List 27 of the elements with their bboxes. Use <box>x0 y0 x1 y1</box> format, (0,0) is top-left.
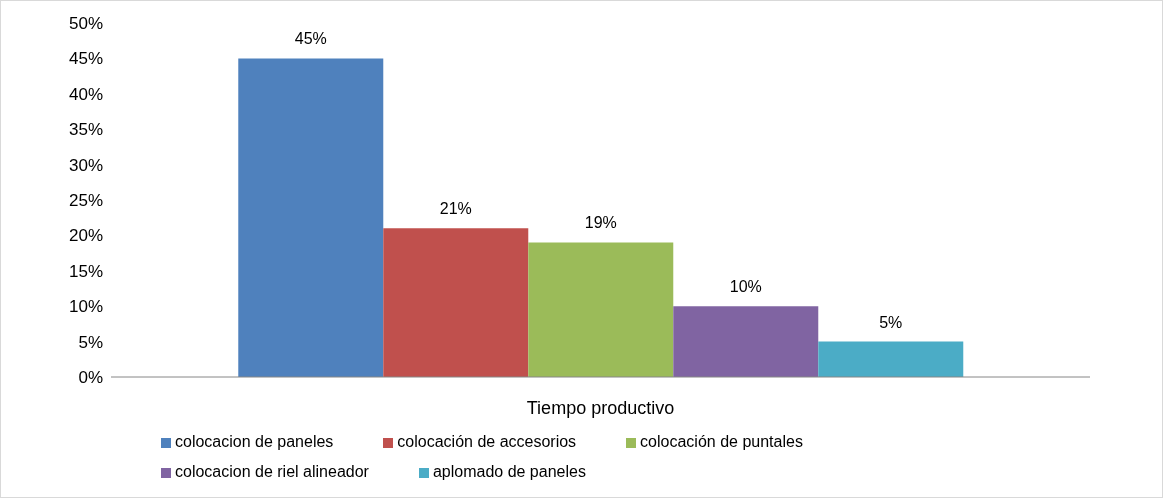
legend-label: colocación de accesorios <box>397 433 577 450</box>
legend-label: aplomado de paneles <box>432 463 586 480</box>
y-tick-label: 15% <box>68 261 103 281</box>
y-tick-label: 10% <box>68 297 103 317</box>
legend-label: colocacion de riel alineador <box>175 463 369 480</box>
data-label: 19% <box>584 214 617 232</box>
y-tick-label: 35% <box>68 120 103 140</box>
bar <box>673 306 819 377</box>
y-tick-label: 50% <box>68 14 103 34</box>
data-label: 10% <box>729 278 762 296</box>
data-label: 45% <box>294 30 327 48</box>
y-tick-label: 0% <box>78 368 103 388</box>
data-label: 21% <box>439 200 472 218</box>
data-label: 5% <box>879 313 903 331</box>
y-tick-label: 40% <box>68 84 103 104</box>
bar <box>238 58 384 377</box>
legend-label: colocacion de paneles <box>175 433 334 450</box>
y-tick-label: 30% <box>68 155 103 175</box>
legend-label: colocación de puntales <box>640 433 803 450</box>
y-tick-label: 5% <box>78 332 103 352</box>
y-tick-label: 20% <box>68 226 103 246</box>
x-tick-label: Tiempo productivo <box>526 397 675 418</box>
bar <box>383 228 529 377</box>
y-tick-label: 45% <box>68 49 103 69</box>
bar <box>818 341 964 377</box>
bar <box>528 242 674 377</box>
y-tick-label: 25% <box>68 191 103 211</box>
